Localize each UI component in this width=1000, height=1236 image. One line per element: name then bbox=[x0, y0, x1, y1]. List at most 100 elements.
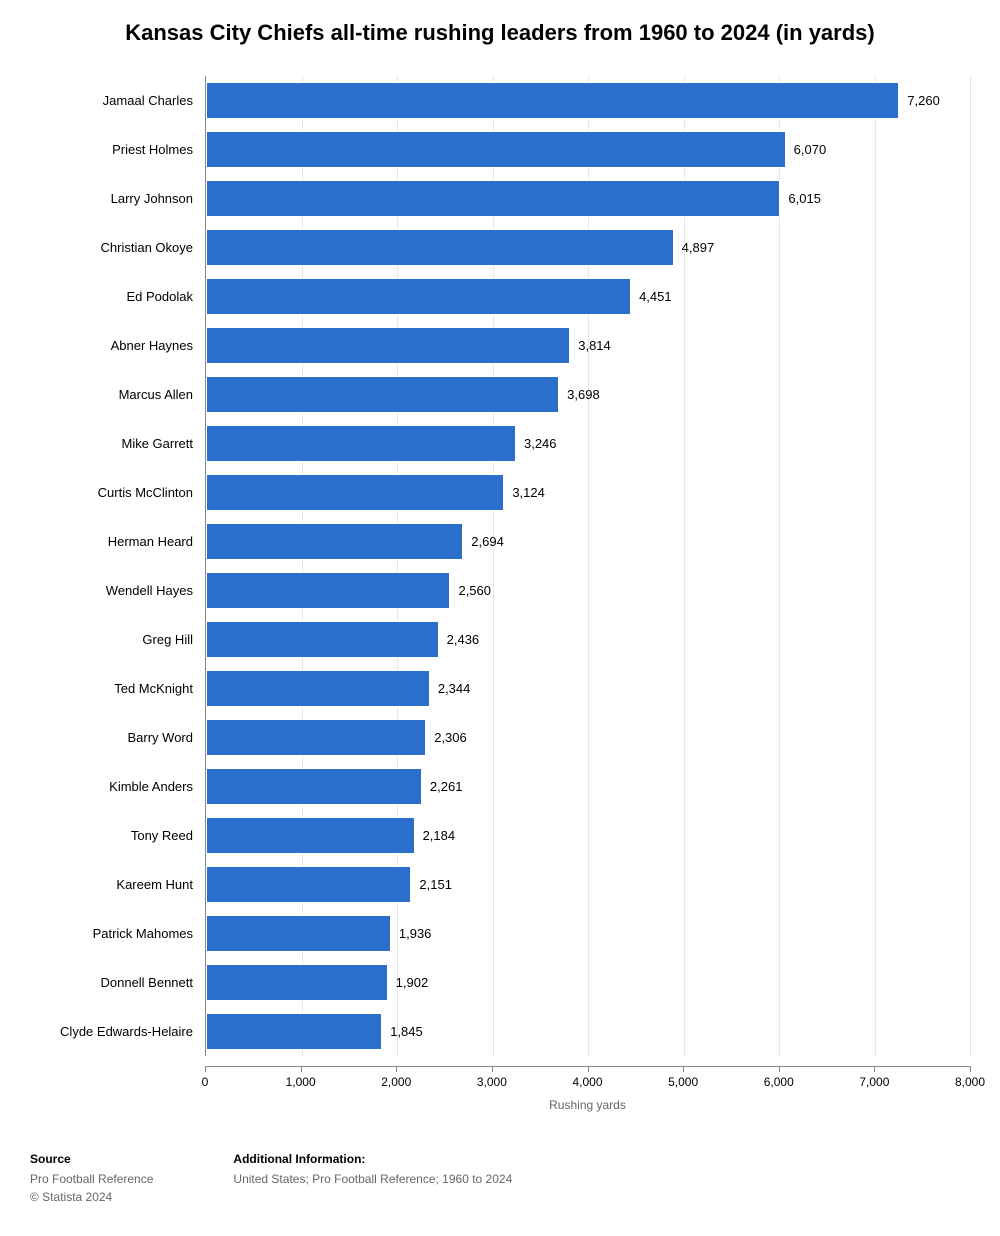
bar-value-label: 3,814 bbox=[578, 338, 611, 353]
bar-value-label: 2,261 bbox=[430, 779, 463, 794]
bar bbox=[206, 327, 570, 364]
x-tick-mark bbox=[874, 1066, 875, 1072]
bar-value-label: 6,070 bbox=[794, 142, 827, 157]
bar bbox=[206, 768, 422, 805]
bar bbox=[206, 180, 780, 217]
bar-row: 6,015 bbox=[206, 174, 970, 223]
y-axis-label: Tony Reed bbox=[30, 811, 205, 860]
bar-row: 2,436 bbox=[206, 615, 970, 664]
y-axis-label: Herman Heard bbox=[30, 517, 205, 566]
y-axis-label: Priest Holmes bbox=[30, 125, 205, 174]
bar-row: 4,897 bbox=[206, 223, 970, 272]
bar-value-label: 1,902 bbox=[396, 975, 429, 990]
y-axis-label: Abner Haynes bbox=[30, 321, 205, 370]
x-tick-mark bbox=[492, 1066, 493, 1072]
bar-value-label: 3,124 bbox=[512, 485, 545, 500]
x-axis-title: Rushing yards bbox=[205, 1098, 970, 1112]
bar-value-label: 2,694 bbox=[471, 534, 504, 549]
y-axis-label: Christian Okoye bbox=[30, 223, 205, 272]
bar-row: 3,124 bbox=[206, 468, 970, 517]
x-tick-label: 3,000 bbox=[477, 1075, 507, 1089]
x-tick-label: 7,000 bbox=[859, 1075, 889, 1089]
bar-value-label: 1,936 bbox=[399, 926, 432, 941]
bar-value-label: 2,436 bbox=[447, 632, 480, 647]
bar bbox=[206, 866, 411, 903]
bar-row: 2,184 bbox=[206, 811, 970, 860]
bar-row: 2,344 bbox=[206, 664, 970, 713]
chart-title: Kansas City Chiefs all-time rushing lead… bbox=[30, 20, 970, 46]
y-axis-label: Kareem Hunt bbox=[30, 860, 205, 909]
y-axis-label: Barry Word bbox=[30, 713, 205, 762]
x-tick-mark bbox=[396, 1066, 397, 1072]
y-axis-label: Kimble Anders bbox=[30, 762, 205, 811]
bar bbox=[206, 621, 439, 658]
footer-copyright: © Statista 2024 bbox=[30, 1188, 153, 1206]
bar bbox=[206, 1013, 382, 1050]
chart-container: Kansas City Chiefs all-time rushing lead… bbox=[0, 0, 1000, 1236]
bar bbox=[206, 376, 559, 413]
bar bbox=[206, 670, 430, 707]
bar-row: 3,246 bbox=[206, 419, 970, 468]
x-tick-label: 6,000 bbox=[764, 1075, 794, 1089]
x-tick-label: 0 bbox=[202, 1075, 209, 1089]
chart-footer: Source Pro Football Reference © Statista… bbox=[30, 1152, 970, 1206]
bar-value-label: 3,698 bbox=[567, 387, 600, 402]
bar-row: 3,814 bbox=[206, 321, 970, 370]
x-tick-label: 2,000 bbox=[381, 1075, 411, 1089]
chart-plot-area: Jamaal CharlesPriest HolmesLarry Johnson… bbox=[30, 76, 970, 1056]
y-axis-label: Greg Hill bbox=[30, 615, 205, 664]
bar-value-label: 2,560 bbox=[458, 583, 491, 598]
x-tick-label: 5,000 bbox=[668, 1075, 698, 1089]
bar-value-label: 2,344 bbox=[438, 681, 471, 696]
x-tick-mark bbox=[205, 1066, 206, 1072]
bar-row: 2,261 bbox=[206, 762, 970, 811]
y-axis-label: Clyde Edwards-Helaire bbox=[30, 1007, 205, 1056]
bar-value-label: 1,845 bbox=[390, 1024, 423, 1039]
y-axis-label: Ted McKnight bbox=[30, 664, 205, 713]
bar-row: 4,451 bbox=[206, 272, 970, 321]
bar bbox=[206, 817, 415, 854]
bar-value-label: 2,184 bbox=[423, 828, 456, 843]
plot-region: 7,260 6,070 6,015 4,897 4,451 3,814 3,698 3,246… bbox=[205, 76, 970, 1056]
x-tick-label: 1,000 bbox=[286, 1075, 316, 1089]
x-tick-mark bbox=[301, 1066, 302, 1072]
x-tick-mark bbox=[683, 1066, 684, 1072]
grid-line bbox=[970, 76, 971, 1056]
bar-value-label: 2,306 bbox=[434, 730, 467, 745]
bar-row: 2,694 bbox=[206, 517, 970, 566]
y-axis-label: Ed Podolak bbox=[30, 272, 205, 321]
bar-value-label: 4,451 bbox=[639, 289, 672, 304]
y-axis-label: Jamaal Charles bbox=[30, 76, 205, 125]
bar-row: 1,936 bbox=[206, 909, 970, 958]
y-axis-label: Larry Johnson bbox=[30, 174, 205, 223]
x-tick-label: 4,000 bbox=[572, 1075, 602, 1089]
y-axis-label: Patrick Mahomes bbox=[30, 909, 205, 958]
bar-row: 6,070 bbox=[206, 125, 970, 174]
y-axis-label: Donnell Bennett bbox=[30, 958, 205, 1007]
bar bbox=[206, 523, 463, 560]
x-tick-mark bbox=[588, 1066, 589, 1072]
bar-row: 2,560 bbox=[206, 566, 970, 615]
footer-add-text: United States; Pro Football Reference; 1… bbox=[233, 1170, 512, 1188]
bar-row: 1,845 bbox=[206, 1007, 970, 1056]
x-tick-mark bbox=[779, 1066, 780, 1072]
x-tick-mark bbox=[970, 1066, 971, 1072]
bar bbox=[206, 474, 504, 511]
footer-source-text: Pro Football Reference bbox=[30, 1170, 153, 1188]
footer-add-head: Additional Information: bbox=[233, 1152, 512, 1166]
bar bbox=[206, 572, 450, 609]
y-axis-label: Wendell Hayes bbox=[30, 566, 205, 615]
y-axis-label: Mike Garrett bbox=[30, 419, 205, 468]
bar-value-label: 4,897 bbox=[682, 240, 715, 255]
bar bbox=[206, 915, 391, 952]
bar-row: 7,260 bbox=[206, 76, 970, 125]
bar-row: 2,151 bbox=[206, 860, 970, 909]
bar-value-label: 6,015 bbox=[788, 191, 821, 206]
x-tick-label: 8,000 bbox=[955, 1075, 985, 1089]
bar-value-label: 7,260 bbox=[907, 93, 940, 108]
bar bbox=[206, 131, 786, 168]
bar bbox=[206, 82, 899, 119]
bar bbox=[206, 229, 674, 266]
bar-row: 3,698 bbox=[206, 370, 970, 419]
y-axis-label: Curtis McClinton bbox=[30, 468, 205, 517]
